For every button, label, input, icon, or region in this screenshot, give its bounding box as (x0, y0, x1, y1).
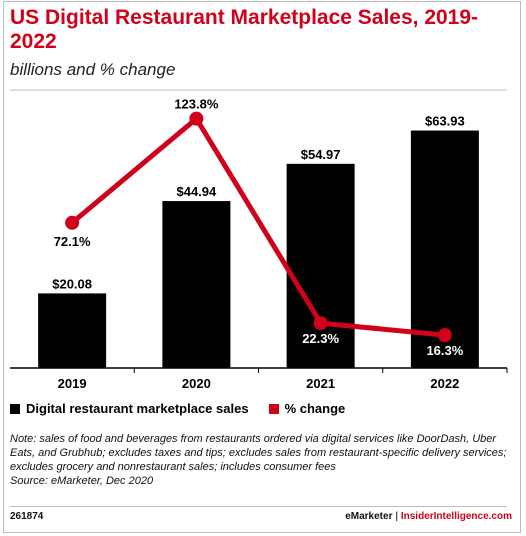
change-label-2019: 72.1% (54, 234, 91, 249)
legend-label-change: % change (284, 401, 346, 416)
change-point-2021 (313, 316, 328, 331)
change-point-2019 (65, 215, 80, 230)
change-line (70, 116, 446, 338)
bar-label-2021: $54.97 (301, 147, 341, 162)
change-label-2022: 16.3% (426, 343, 463, 358)
change-label-2020: 123.8% (174, 97, 219, 112)
change-point-2022 (437, 328, 452, 343)
chart-title: US Digital Restaurant Marketplace Sales,… (10, 6, 479, 53)
chart-notes: Note: sales of food and beverages from r… (10, 432, 510, 488)
bar-label-2022: $63.93 (425, 114, 465, 129)
bar-2020 (162, 201, 231, 368)
chart-legend: Digital restaurant marketplace sales % c… (10, 401, 365, 417)
legend-item-change: % change (268, 401, 346, 417)
legend-item-sales: Digital restaurant marketplace sales (10, 401, 249, 417)
bar-label-2019: $20.08 (52, 276, 92, 291)
chart-frame (3, 1, 521, 533)
bar-label-2020: $44.94 (176, 184, 217, 199)
chart-id: 261874 (10, 511, 44, 522)
x-tick-label-2021: 2021 (306, 376, 335, 391)
legend-swatch-line (268, 404, 279, 414)
change-point-2020 (189, 111, 204, 126)
brand-insiderintelligence: InsiderIntelligence.com (400, 511, 512, 522)
note-text: Note: sales of food and beverages from r… (10, 433, 507, 473)
brand-separator: | (395, 511, 399, 522)
x-tick-label-2022: 2022 (430, 376, 459, 391)
chart-plot: $20.08 $44.94 $54.97 $63.93 72.1% 123.8% 22.3%… (10, 89, 508, 391)
x-tick-label-2019: 2019 (58, 376, 87, 391)
bar-2021 (286, 163, 355, 368)
legend-label-sales: Digital restaurant marketplace sales (26, 401, 249, 416)
footer-divider (10, 506, 507, 507)
brand-emarketer: eMarketer (345, 511, 393, 522)
change-label-2021: 22.3% (302, 331, 339, 346)
chart-subtitle: billions and % change (10, 60, 176, 79)
bar-2019 (38, 293, 107, 368)
source-text: Source: eMarketer, Dec 2020 (10, 475, 154, 487)
legend-swatch-bar (10, 404, 20, 414)
footer-brand: eMarketer | InsiderIntelligence.com (345, 511, 512, 522)
x-tick-label-2020: 2020 (182, 376, 211, 391)
